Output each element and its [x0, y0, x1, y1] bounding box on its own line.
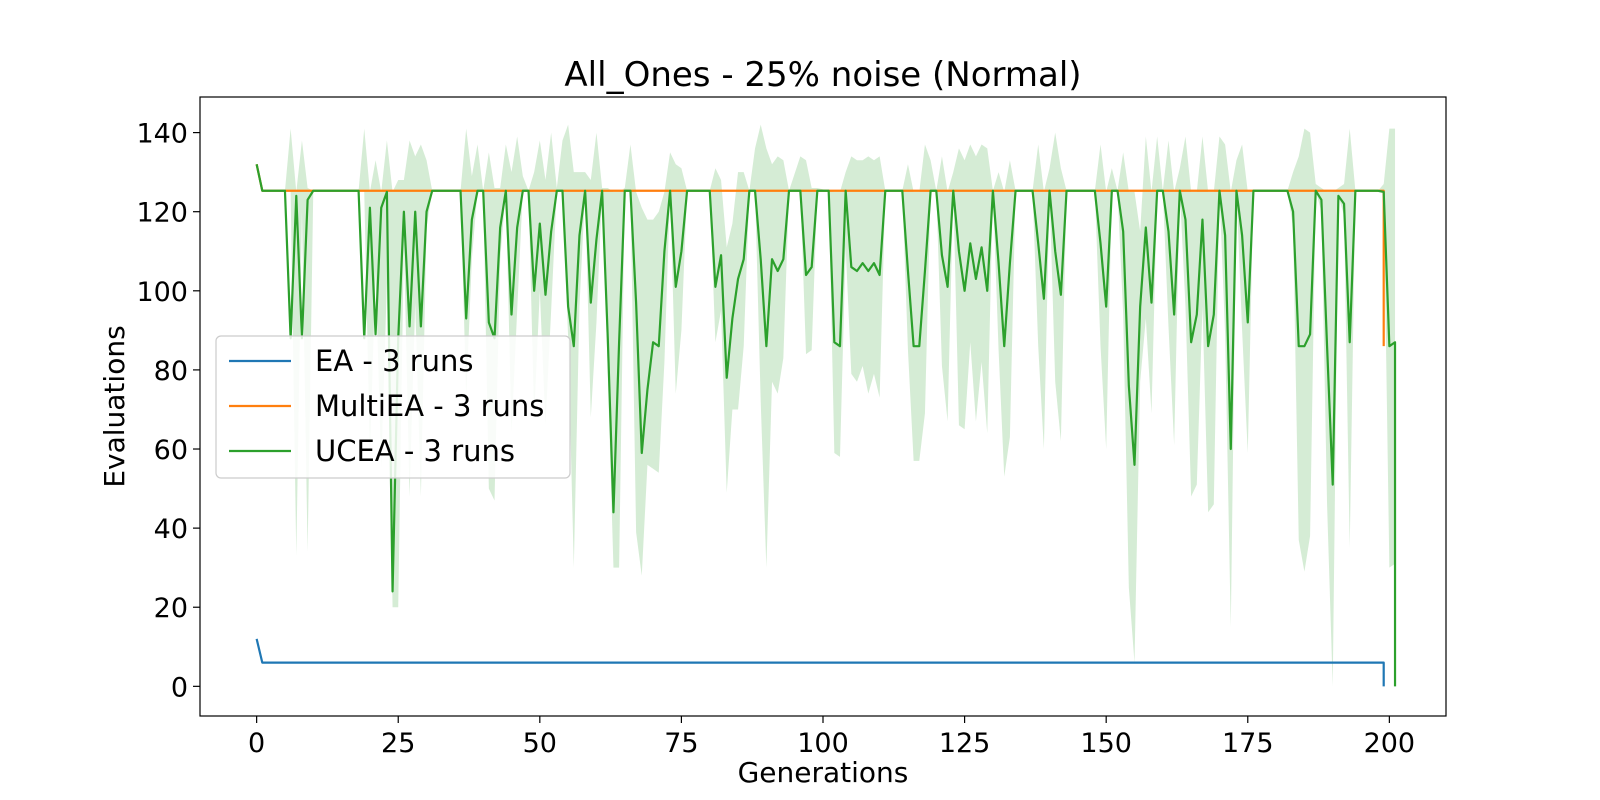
y-tick-label: 100: [136, 277, 188, 308]
y-tick-label: 80: [154, 356, 188, 387]
x-tick-label: 125: [939, 728, 991, 759]
legend-box: [215, 335, 571, 479]
y-tick-label: 120: [136, 198, 188, 229]
x-tick-label: 75: [664, 728, 698, 759]
series-line-0: [255, 638, 1385, 687]
y-tick-label: 140: [136, 119, 188, 150]
y-tick-label: 40: [154, 514, 188, 545]
x-axis: 0 25 50 75 100 125 150 175 200: [248, 716, 1415, 759]
y-tick-label: 20: [154, 593, 188, 624]
y-axis-label: Evaluations: [98, 325, 131, 487]
legend-label: UCEA - 3 runs: [315, 434, 515, 468]
x-tick-label: 175: [1222, 728, 1274, 759]
chart-title: All_Ones - 25% noise (Normal): [564, 55, 1081, 95]
y-tick-label: 0: [171, 672, 188, 703]
legend-label: MultiEA - 3 runs: [315, 389, 544, 423]
x-tick-label: 100: [797, 728, 849, 759]
legend: EA - 3 runs MultiEA - 3 runs UCEA - 3 runs: [215, 335, 571, 479]
x-tick-label: 200: [1364, 728, 1416, 759]
x-axis-label: Generations: [738, 756, 909, 789]
y-tick-label: 60: [154, 435, 188, 466]
legend-label: EA - 3 runs: [315, 344, 474, 378]
x-tick-label: 50: [523, 728, 557, 759]
y-axis: 0 20 40 60 80 100 120 140: [136, 119, 200, 703]
x-tick-label: 0: [248, 728, 265, 759]
series-band-2: [256, 124, 1396, 687]
confidence-bands: [256, 124, 1396, 687]
x-tick-label: 150: [1080, 728, 1132, 759]
x-tick-label: 25: [381, 728, 415, 759]
